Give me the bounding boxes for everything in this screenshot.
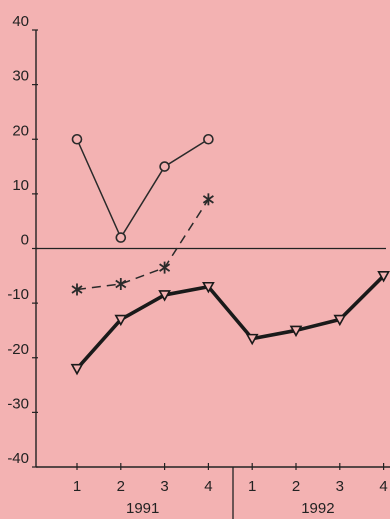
group-label: 1991 (126, 500, 159, 517)
data-point (377, 271, 390, 283)
chart-axes (35, 30, 390, 519)
data-point (70, 363, 84, 376)
data-point (71, 283, 83, 296)
data-point (202, 193, 214, 206)
group-label: 1992 (301, 500, 334, 517)
series-asterisk (71, 193, 214, 296)
series-line (76, 198, 210, 291)
data-point (158, 290, 171, 302)
series-circle (71, 133, 214, 243)
y-tick-label: 20 (12, 122, 29, 139)
data-point (115, 232, 127, 243)
data-point (114, 314, 128, 327)
data-point (115, 278, 127, 291)
x-tick-label: 4 (379, 478, 387, 495)
x-tick-label: 3 (160, 478, 168, 495)
y-tick-label: -10 (7, 286, 29, 303)
x-tick-label: 1 (248, 478, 256, 495)
data-point (202, 281, 215, 294)
y-tick-label: 0 (21, 232, 29, 249)
series-triangle-down (70, 271, 390, 376)
y-tick-label: -40 (7, 450, 29, 467)
data-point (289, 325, 303, 338)
y-tick-label: 30 (12, 68, 29, 85)
chart-series (70, 133, 390, 376)
y-tick-label: -30 (7, 395, 29, 412)
series-line (76, 138, 209, 240)
y-tick-label: 40 (12, 13, 29, 30)
x-axis-ticks: 1 2 3 4 1 2 3 4 1991 1992 (73, 463, 388, 517)
x-tick-label: 4 (204, 478, 212, 495)
x-tick-label: 1 (73, 478, 81, 495)
series-line (75, 274, 385, 370)
x-tick-label: 3 (336, 478, 344, 495)
y-axis-ticks: 40 30 20 10 0 -10 -20 -30 -40 (7, 13, 38, 468)
y-tick-label: -20 (7, 341, 29, 358)
x-tick-label: 2 (117, 478, 125, 495)
data-point (203, 133, 214, 145)
data-point (245, 333, 259, 346)
data-point (159, 261, 171, 274)
y-tick-label: 10 (12, 177, 29, 194)
data-point (159, 161, 170, 172)
x-tick-label: 2 (292, 478, 300, 495)
data-point (333, 314, 347, 327)
data-point (71, 133, 83, 145)
